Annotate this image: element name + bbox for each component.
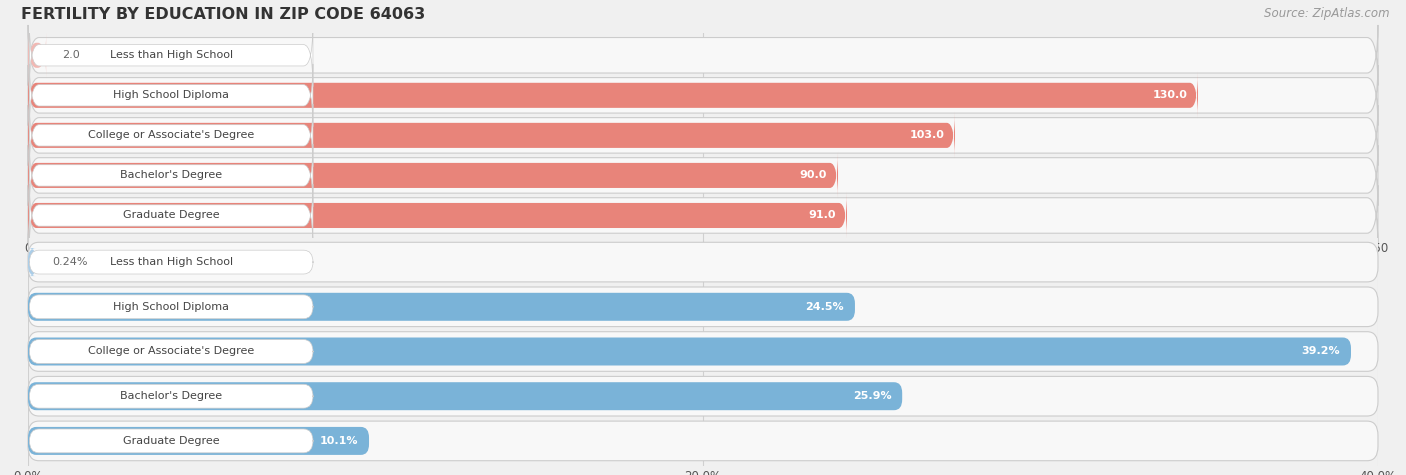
Text: Graduate Degree: Graduate Degree [122, 210, 219, 220]
FancyBboxPatch shape [30, 295, 314, 319]
Text: 103.0: 103.0 [910, 130, 945, 141]
Text: 91.0: 91.0 [808, 210, 837, 220]
FancyBboxPatch shape [28, 338, 1351, 365]
Text: FERTILITY BY EDUCATION IN ZIP CODE 64063: FERTILITY BY EDUCATION IN ZIP CODE 64063 [21, 7, 426, 22]
Text: Source: ZipAtlas.com: Source: ZipAtlas.com [1264, 7, 1389, 20]
FancyBboxPatch shape [30, 24, 314, 86]
Text: Bachelor's Degree: Bachelor's Degree [120, 171, 222, 180]
FancyBboxPatch shape [28, 112, 955, 159]
FancyBboxPatch shape [28, 145, 1378, 206]
Text: Graduate Degree: Graduate Degree [122, 436, 219, 446]
Text: 0.24%: 0.24% [52, 257, 89, 267]
FancyBboxPatch shape [28, 25, 1378, 86]
FancyBboxPatch shape [30, 144, 314, 207]
FancyBboxPatch shape [30, 184, 314, 247]
Text: High School Diploma: High School Diploma [114, 302, 229, 312]
Text: College or Associate's Degree: College or Associate's Degree [89, 346, 254, 357]
FancyBboxPatch shape [28, 287, 1378, 327]
Text: 39.2%: 39.2% [1302, 346, 1340, 357]
Text: College or Associate's Degree: College or Associate's Degree [89, 130, 254, 141]
FancyBboxPatch shape [28, 382, 903, 410]
FancyBboxPatch shape [30, 429, 314, 453]
Text: 130.0: 130.0 [1153, 90, 1187, 100]
FancyBboxPatch shape [30, 384, 314, 408]
Text: 24.5%: 24.5% [806, 302, 844, 312]
Text: 25.9%: 25.9% [852, 391, 891, 401]
FancyBboxPatch shape [28, 152, 838, 199]
Text: 90.0: 90.0 [800, 171, 827, 180]
FancyBboxPatch shape [28, 293, 855, 321]
Text: Bachelor's Degree: Bachelor's Degree [120, 391, 222, 401]
FancyBboxPatch shape [28, 32, 46, 79]
Text: 2.0: 2.0 [62, 50, 80, 60]
FancyBboxPatch shape [28, 421, 1378, 461]
Text: High School Diploma: High School Diploma [114, 90, 229, 100]
Text: Less than High School: Less than High School [110, 257, 233, 267]
Text: 10.1%: 10.1% [319, 436, 359, 446]
FancyBboxPatch shape [28, 376, 1378, 416]
FancyBboxPatch shape [28, 242, 1378, 282]
FancyBboxPatch shape [30, 64, 314, 127]
FancyBboxPatch shape [28, 72, 1198, 119]
FancyBboxPatch shape [28, 248, 37, 276]
FancyBboxPatch shape [30, 104, 314, 167]
Text: Less than High School: Less than High School [110, 50, 233, 60]
FancyBboxPatch shape [30, 250, 314, 274]
FancyBboxPatch shape [28, 192, 846, 239]
FancyBboxPatch shape [28, 332, 1378, 371]
FancyBboxPatch shape [28, 427, 368, 455]
FancyBboxPatch shape [28, 65, 1378, 126]
FancyBboxPatch shape [28, 185, 1378, 246]
FancyBboxPatch shape [28, 105, 1378, 166]
FancyBboxPatch shape [30, 340, 314, 363]
